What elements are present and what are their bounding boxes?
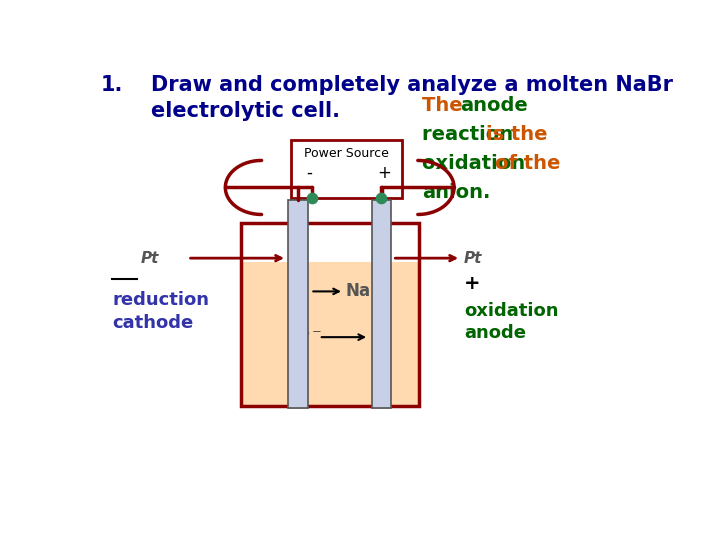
- Text: +: +: [464, 274, 480, 293]
- Text: The: The: [422, 96, 469, 115]
- Point: [376, 193, 387, 202]
- Text: reduction
cathode: reduction cathode: [112, 292, 210, 332]
- Bar: [242, 262, 418, 405]
- Text: of the: of the: [495, 154, 560, 173]
- Point: [306, 193, 318, 202]
- Text: Draw and completely analyze a molten NaBr
electrolytic cell.: Draw and completely analyze a molten NaB…: [151, 75, 673, 121]
- Text: Power Source: Power Source: [305, 147, 389, 160]
- Text: +: +: [378, 164, 392, 182]
- Text: -: -: [306, 164, 312, 182]
- Text: Br$^-$: Br$^-$: [288, 328, 322, 346]
- Text: Na$^+$: Na$^+$: [345, 282, 383, 301]
- Bar: [240, 223, 419, 406]
- Text: Pt: Pt: [464, 251, 482, 266]
- Text: oxidation
anode: oxidation anode: [464, 302, 559, 342]
- Text: reaction: reaction: [422, 125, 520, 144]
- Text: anode: anode: [460, 96, 528, 115]
- Text: Pt: Pt: [140, 251, 158, 266]
- Text: 1.: 1.: [101, 75, 124, 95]
- Text: anion.: anion.: [422, 183, 490, 202]
- FancyBboxPatch shape: [291, 140, 402, 198]
- Bar: [288, 200, 307, 408]
- Text: is the: is the: [486, 125, 548, 144]
- Bar: [372, 200, 392, 408]
- Text: oxidation: oxidation: [422, 154, 532, 173]
- Bar: [240, 223, 419, 406]
